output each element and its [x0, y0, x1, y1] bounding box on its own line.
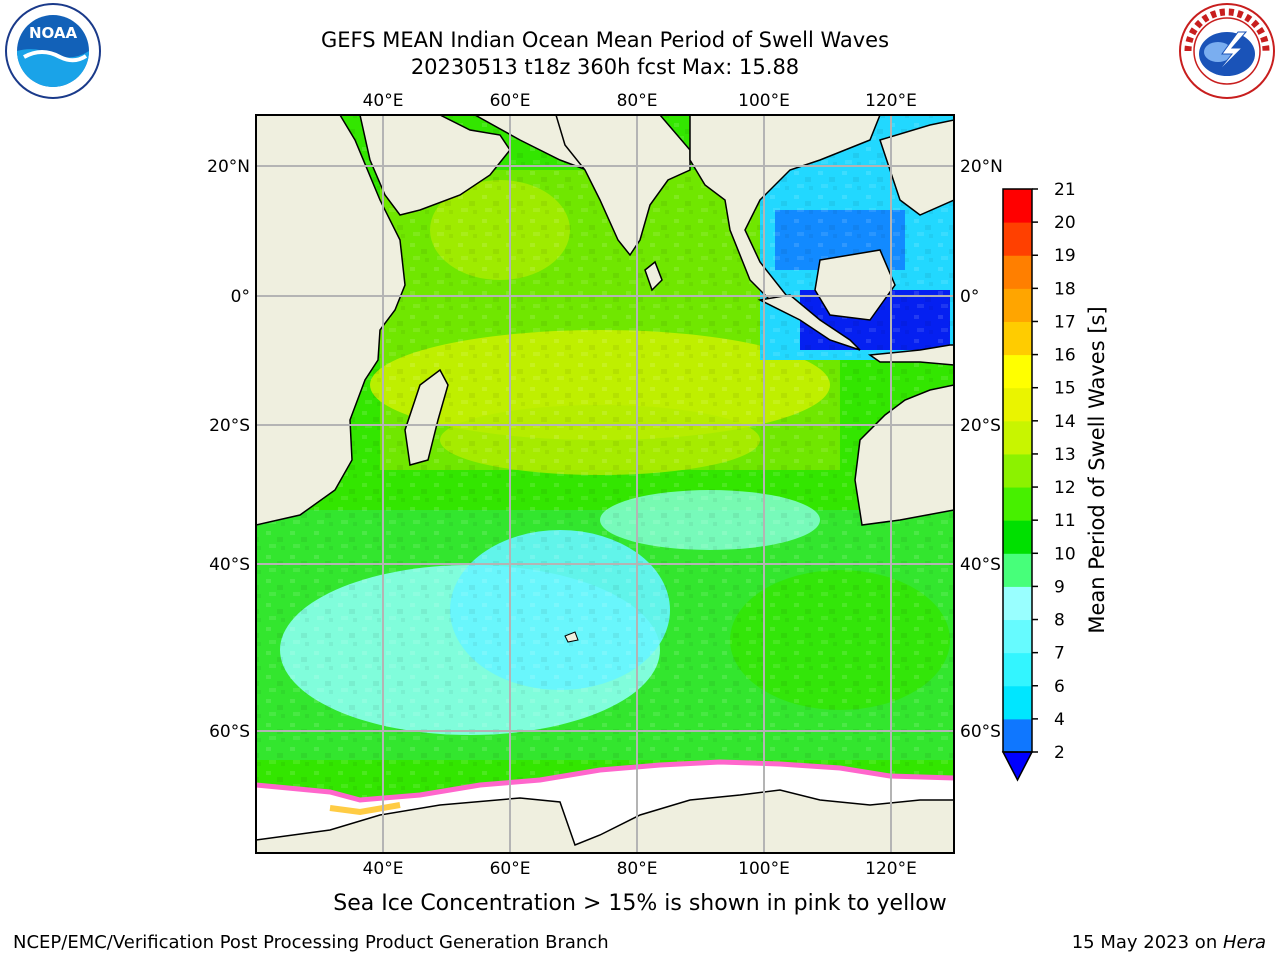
colorbar-tick-label: 13 [1054, 445, 1076, 465]
colorbar-tick-label: 2 [1054, 743, 1065, 763]
lon-top-120e: 120°E [865, 91, 917, 111]
lon-top-60e: 60°E [490, 91, 531, 111]
ice-edge-yellow [329, 802, 401, 816]
lon-top-80e: 80°E [617, 91, 658, 111]
colorbar-tick-label: 18 [1054, 279, 1076, 299]
ice-caption: Sea Ice Concentration > 15% is shown in … [333, 891, 947, 916]
colorbar-bin [1003, 255, 1032, 289]
lat-right-20n: 20°N [960, 157, 1003, 177]
lon-top-40e: 40°E [363, 91, 404, 111]
colorbar-bin [1003, 520, 1032, 554]
colorbar-tick-label: 7 [1054, 644, 1065, 664]
colorbar-bin [1003, 553, 1032, 587]
colorbar-bin [1003, 222, 1032, 256]
colorbar-tick-label: 8 [1054, 611, 1065, 631]
colorbar-tick-label: 16 [1054, 346, 1076, 366]
lon-bottom-120e: 120°E [865, 859, 917, 879]
lon-bottom-100e: 100°E [738, 859, 790, 879]
colorbar-tick-label: 6 [1054, 677, 1065, 697]
footer-date-text: 15 May 2023 on [1071, 932, 1223, 953]
nws-logo [1179, 3, 1275, 99]
colorbar-tick-label: 14 [1054, 412, 1076, 432]
lat-left-60s: 60°S [209, 722, 250, 742]
lat-right-40s: 40°S [960, 555, 1001, 575]
sumatra [757, 294, 861, 351]
kerguelen [564, 631, 579, 643]
antarctica [256, 789, 954, 853]
colorbar-tick-label: 20 [1054, 213, 1076, 233]
madagascar [404, 368, 449, 466]
australia [854, 384, 954, 526]
colorbar-bin [1003, 288, 1032, 322]
colorbar-frame [1002, 188, 1033, 753]
colorbar-bin [1003, 189, 1032, 223]
lat-right-60s: 60°S [960, 722, 1001, 742]
colorbar-tick-label: 15 [1054, 379, 1076, 399]
colorbar-bin [1003, 586, 1032, 621]
colorbar-bin [1003, 453, 1032, 488]
africa [256, 115, 406, 526]
colorbar-bin [1003, 685, 1032, 720]
colorbar-tick-label: 12 [1054, 478, 1076, 498]
map-frame [255, 114, 955, 854]
footer-branch: NCEP/EMC/Verification Post Processing Pr… [13, 932, 609, 953]
colorbar: 2 4 6 7 8 9 10 11 12 13 14 15 16 17 18 19 20 21 [1001, 180, 1076, 782]
footer-date: 15 May 2023 on Hera [1072, 932, 1266, 953]
colorbar-bin [1003, 487, 1032, 521]
colorbar-tick-label: 11 [1054, 511, 1076, 531]
title-line-1: GEFS MEAN Indian Ocean Mean Period of Sw… [320, 28, 890, 52]
ice-edge [256, 759, 954, 803]
lon-top-100e: 100°E [738, 91, 790, 111]
colorbar-tick-label: 21 [1054, 180, 1076, 200]
sri-lanka [644, 260, 663, 292]
colorbar-bin [1003, 354, 1032, 389]
map-grid [256, 115, 954, 853]
colorbar-label: Mean Period of Swell Waves [s] [1085, 306, 1109, 634]
noaa-logo-text: NOAA [29, 24, 78, 42]
colorbar-bin [1003, 619, 1032, 654]
philippines-area [879, 119, 954, 216]
colorbar-tick-label: 19 [1054, 246, 1076, 266]
colorbar-tick-label: 9 [1054, 577, 1065, 597]
colorbar-under-arrow [1001, 751, 1034, 782]
lat-left-20n: 20°N [207, 157, 250, 177]
colorbar-bin [1003, 420, 1032, 455]
lat-left-20s: 20°S [209, 416, 250, 436]
lon-bottom-80e: 80°E [617, 859, 658, 879]
lon-bottom-40e: 40°E [363, 859, 404, 879]
colorbar-bin [1003, 718, 1032, 753]
colorbar-tick-label: 4 [1054, 710, 1065, 730]
colorbar-bin [1003, 321, 1032, 356]
footer-machine: Hera [1222, 932, 1266, 953]
colorbar-bin [1003, 652, 1032, 687]
indochina [689, 115, 881, 306]
map-field [256, 115, 954, 853]
lat-right-0: 0° [960, 287, 979, 307]
borneo [814, 249, 896, 321]
colorbar-tick-label: 10 [1054, 544, 1076, 564]
lat-right-20s: 20°S [960, 416, 1001, 436]
noaa-logo: NOAA [5, 3, 101, 99]
title-line-2: 20230513 t18z 360h fcst Max: 15.88 [410, 55, 800, 79]
colorbar-tick-label: 17 [1054, 312, 1076, 332]
lat-left-40s: 40°S [209, 555, 250, 575]
lat-left-0: 0° [231, 287, 250, 307]
colorbar-bin [1003, 387, 1032, 422]
lon-bottom-60e: 60°E [490, 859, 531, 879]
